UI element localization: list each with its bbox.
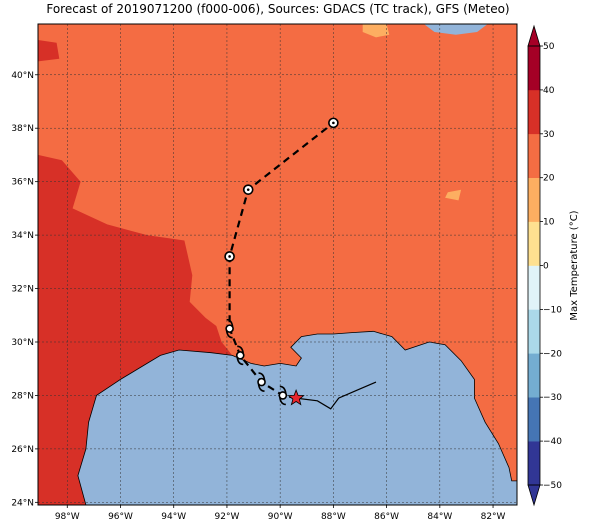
colorbar-segment xyxy=(528,441,540,486)
y-tick-label: 28°N xyxy=(11,391,34,401)
x-tick-label: 84°W xyxy=(427,512,452,522)
colorbar-tick-label: 40 xyxy=(543,86,555,96)
coastline xyxy=(77,330,517,505)
track-circle-marker xyxy=(242,184,254,195)
map-layers xyxy=(38,24,517,505)
x-tick-label: 90°W xyxy=(268,512,293,522)
colorbar-tick-label: −20 xyxy=(543,349,562,359)
x-tick-label: 96°W xyxy=(108,512,133,522)
colorbar-tick-label: 20 xyxy=(543,174,555,184)
gridlines xyxy=(38,24,517,505)
land-temperature-region xyxy=(38,24,517,505)
x-tick-label: 88°W xyxy=(321,512,346,522)
y-tick-label: 34°N xyxy=(11,231,34,241)
x-tick-label: 82°W xyxy=(481,512,506,522)
y-tick-label: 24°N xyxy=(11,498,34,508)
colorbar-tick-label: −40 xyxy=(543,437,562,447)
colorbar-segment xyxy=(528,397,540,442)
warm-temperature-patch xyxy=(445,189,462,201)
colorbar-segment xyxy=(528,265,540,310)
figure-title: Forecast of 2019071200 (f000-006), Sourc… xyxy=(46,2,510,16)
colorbar-segment xyxy=(528,133,540,178)
y-tick-label: 30°N xyxy=(11,338,34,348)
colorbar-segment xyxy=(528,46,540,91)
track-circle-marker xyxy=(328,117,339,129)
colorbar: −50 −40 −30 −20 −10 0 10 20 30 40 50 Max Temperatur… xyxy=(527,24,580,507)
tc-symbol-marker xyxy=(225,318,234,339)
colorbar-segment xyxy=(528,89,540,135)
colorbar-segment xyxy=(528,177,540,222)
y-tick-label: 38°N xyxy=(11,124,34,134)
colorbar-tick-label: −50 xyxy=(543,481,562,491)
tc-symbol-marker xyxy=(257,372,266,392)
track-circle-marker xyxy=(224,251,235,262)
tc-symbol-marker xyxy=(278,385,288,406)
colorbar-min-extension xyxy=(527,484,541,507)
hot-temperature-region xyxy=(38,154,233,505)
y-tick-label: 36°N xyxy=(11,178,34,188)
tc-current-position-star xyxy=(287,388,305,406)
hot-temperature-region-north xyxy=(38,40,60,62)
y-tick-label: 32°N xyxy=(11,285,34,295)
colorbar-max-extension xyxy=(527,24,541,47)
axis-ticks: 98°W 96°W 94°W 92°W 90°W 88°W 86°W 84°W 82°W 24°N… xyxy=(11,71,505,522)
x-tick-label: 94°W xyxy=(161,512,186,522)
tc-symbol-marker xyxy=(235,345,245,366)
colorbar-segment xyxy=(528,353,540,398)
tc-track xyxy=(224,117,377,410)
y-tick-label: 26°N xyxy=(11,445,34,455)
x-tick-label: 92°W xyxy=(215,512,240,522)
x-tick-label: 98°W xyxy=(55,512,80,522)
colorbar-tick-label: −10 xyxy=(543,305,562,315)
x-tick-label: 86°W xyxy=(374,512,399,522)
colorbar-label: Max Temperature (°C) xyxy=(569,210,580,320)
colorbar-tick-label: 10 xyxy=(543,218,555,228)
colorbar-segment xyxy=(528,309,540,354)
past-track-line xyxy=(296,381,377,410)
colorbar-segment xyxy=(528,221,540,266)
colorbar-tick-label: −30 xyxy=(543,393,562,403)
colorbar-tick-label: 50 xyxy=(543,42,555,52)
map-frame xyxy=(37,23,518,506)
warm-temperature-patch xyxy=(362,24,390,38)
y-tick-label: 40°N xyxy=(11,71,34,81)
colorbar-tick-label: 0 xyxy=(543,262,549,272)
colorbar-tick-label: 30 xyxy=(543,130,555,140)
